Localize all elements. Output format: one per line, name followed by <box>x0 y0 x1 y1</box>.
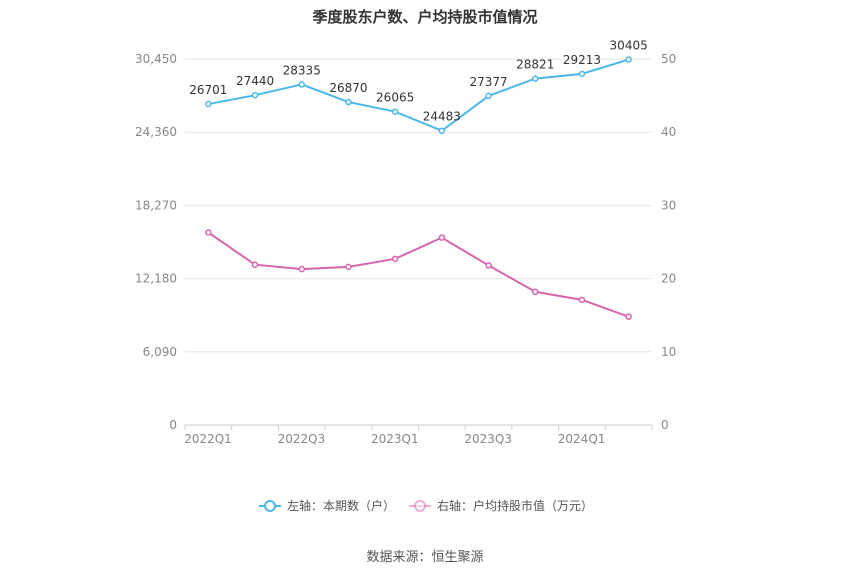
x-tick-label: 2023Q1 <box>371 432 419 446</box>
right-tick-label: 30 <box>661 198 676 212</box>
data-labels: 26701 27440 28335 26870 26065 24483 27377 28821… <box>189 39 647 124</box>
right-tick-label: 10 <box>661 345 676 359</box>
data-point-left <box>485 92 492 100</box>
data-label: 26065 <box>376 91 414 105</box>
data-label: 27377 <box>469 75 507 89</box>
data-label: 26870 <box>329 81 367 95</box>
data-point-right <box>485 262 492 269</box>
data-point-right <box>578 296 586 304</box>
right-tick-label: 50 <box>661 52 676 66</box>
right-tick-label: 20 <box>661 272 676 286</box>
data-label: 24483 <box>423 110 461 124</box>
left-tick-label: 0 <box>169 418 177 432</box>
data-point-right <box>298 265 305 273</box>
legend: 左轴：本期数（户） 右轴：户均持股市值（万元） <box>259 498 593 513</box>
data-point-left <box>251 91 259 99</box>
right-tick-label: 0 <box>661 418 669 432</box>
data-point-left <box>532 75 539 82</box>
data-point-left <box>345 98 352 106</box>
x-tick-label: 2022Q3 <box>278 432 326 446</box>
data-point-right <box>205 229 212 236</box>
data-label: 27440 <box>236 74 274 88</box>
legend-label: 左轴：本期数（户） <box>287 498 395 513</box>
data-label: 26701 <box>189 83 227 97</box>
data-point-right <box>532 288 539 296</box>
data-point-right <box>625 313 632 320</box>
data-label: 28821 <box>516 58 554 72</box>
data-point-left <box>205 100 212 108</box>
x-tick-label: 2022Q1 <box>184 432 232 446</box>
data-point-right <box>438 234 446 241</box>
series-line-left <box>208 58 629 132</box>
x-tick-label: 2023Q3 <box>464 432 512 446</box>
axes: 0 0 6,090 10 12,180 20 18,270 30 24,360 40 30,450 5… <box>135 52 676 446</box>
legend-marker <box>264 500 276 512</box>
data-point-left <box>625 56 632 63</box>
data-point-left <box>298 81 305 88</box>
data-point-left <box>391 108 399 115</box>
right-tick-label: 40 <box>661 125 676 139</box>
data-label: 29213 <box>563 53 601 67</box>
data-point-right <box>345 263 352 271</box>
grid-lines <box>185 58 652 353</box>
x-tick-label: 2024Q1 <box>558 432 606 446</box>
data-point-right <box>251 261 259 268</box>
series-lines <box>205 56 632 320</box>
legend-item: 左轴：本期数（户） <box>259 498 395 513</box>
left-tick-label: 18,270 <box>135 198 177 212</box>
legend-item: 右轴：户均持股市值（万元） <box>409 498 593 513</box>
left-tick-label: 12,180 <box>135 272 177 286</box>
left-tick-label: 30,450 <box>135 52 177 66</box>
legend-marker <box>414 500 426 512</box>
series-line-right <box>207 231 629 318</box>
left-tick-label: 6,090 <box>143 345 177 359</box>
data-point-left <box>438 127 446 134</box>
data-point-left <box>578 70 586 78</box>
data-label: 30405 <box>610 39 648 53</box>
data-source: 数据来源：恒生聚源 <box>366 550 484 565</box>
legend-label: 右轴：户均持股市值（万元） <box>437 498 593 513</box>
data-label: 28335 <box>283 63 321 77</box>
data-point-right <box>391 255 399 263</box>
chart-title: 季度股东户数、户均持股市值情况 <box>312 8 538 26</box>
left-tick-label: 24,360 <box>135 125 177 139</box>
